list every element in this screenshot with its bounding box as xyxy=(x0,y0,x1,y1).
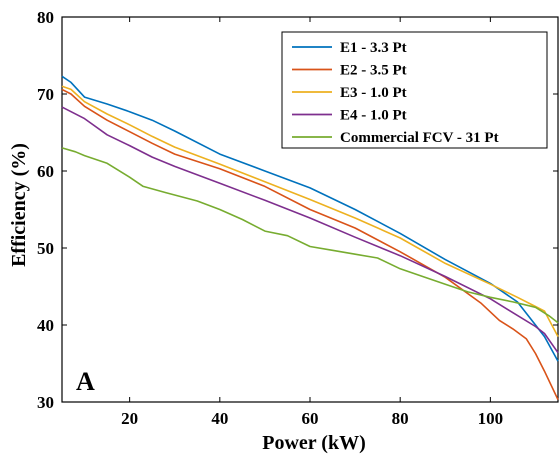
panel-label: A xyxy=(76,367,95,396)
legend-label-5: Commercial FCV - 31 Pt xyxy=(340,130,499,146)
y-axis-title: Efficiency (%) xyxy=(8,143,30,267)
x-axis-title: Power (kW) xyxy=(262,432,366,454)
y-tick-label: 80 xyxy=(37,8,54,27)
series-line-3 xyxy=(61,85,559,337)
series-lines xyxy=(61,75,559,401)
legend: E1 - 3.3 Pt E2 - 3.5 Pt E3 - 1.0 Pt E4 - 1.… xyxy=(281,31,548,149)
x-tick-label: 60 xyxy=(302,409,319,428)
y-tick-label: 40 xyxy=(37,316,54,335)
legend-label-3: E3 - 1.0 Pt xyxy=(340,85,407,101)
y-tick-label: 70 xyxy=(37,85,54,104)
x-tick-label: 20 xyxy=(121,409,138,428)
series-line-4 xyxy=(61,106,559,354)
x-tick-label: 40 xyxy=(211,409,228,428)
x-tick-label: 80 xyxy=(392,409,409,428)
legend-label-1: E1 - 3.3 Pt xyxy=(340,40,407,56)
x-axis: 20 40 60 80 100 xyxy=(121,17,503,428)
legend-label-4: E4 - 1.0 Pt xyxy=(340,108,407,124)
series-line-2 xyxy=(61,88,559,401)
legend-box xyxy=(281,31,548,149)
y-tick-label: 60 xyxy=(37,162,54,181)
y-tick-label: 50 xyxy=(37,239,54,258)
series-line-5 xyxy=(61,147,559,324)
y-tick-label: 30 xyxy=(37,393,54,412)
series-line-1 xyxy=(61,75,559,362)
y-axis: 30 40 50 60 70 80 xyxy=(37,8,558,412)
x-tick-label: 100 xyxy=(478,409,504,428)
legend-label-2: E2 - 3.5 Pt xyxy=(340,63,407,79)
